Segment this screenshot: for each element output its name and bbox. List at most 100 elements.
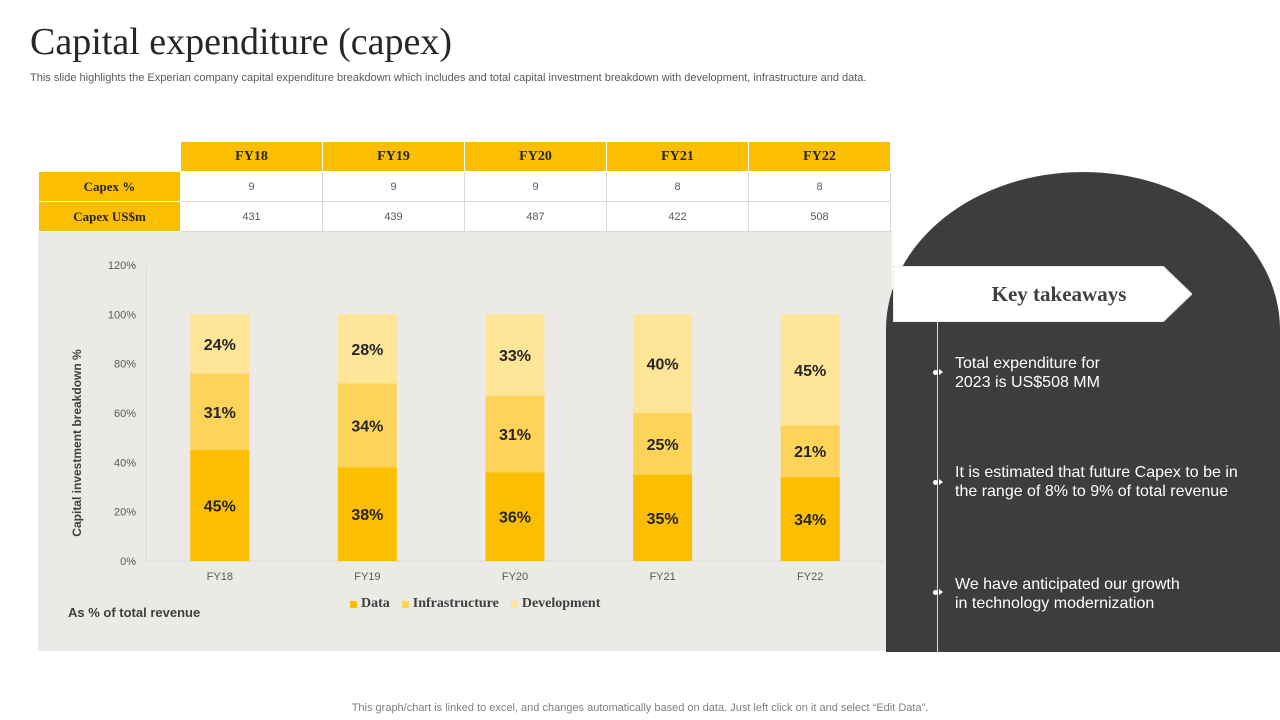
table-cell: 422 bbox=[606, 201, 749, 232]
y-tick-label: 120% bbox=[108, 260, 136, 272]
legend-swatch-development bbox=[510, 600, 518, 608]
table-cell: 9 bbox=[322, 171, 465, 202]
y-tick-label: 0% bbox=[120, 556, 136, 568]
table-cell: 487 bbox=[464, 201, 607, 232]
x-tick-label: FY22 bbox=[797, 571, 823, 583]
bar-segment-infrastructure bbox=[633, 413, 693, 475]
data-label: 21% bbox=[794, 444, 826, 461]
x-tick-label: FY21 bbox=[649, 571, 675, 583]
data-label: 28% bbox=[351, 342, 383, 359]
data-label: 24% bbox=[204, 337, 236, 354]
bar-segment-data bbox=[337, 467, 397, 561]
data-label: 45% bbox=[204, 499, 236, 516]
x-tick-label: FY18 bbox=[207, 571, 233, 583]
y-tick-label: 100% bbox=[108, 309, 136, 321]
data-label: 31% bbox=[499, 427, 531, 444]
timeline-dot bbox=[933, 480, 938, 485]
key-takeaways-banner bbox=[893, 266, 1192, 322]
timeline-dot bbox=[933, 590, 938, 595]
data-label: 31% bbox=[204, 405, 236, 422]
takeaway-line: the range of 8% to 9% of total revenue bbox=[955, 483, 1229, 500]
table-cell: 9 bbox=[180, 171, 323, 202]
table-header-cell: FY21 bbox=[606, 141, 749, 172]
takeaway-line: Total expenditure for bbox=[955, 355, 1100, 372]
data-label: 36% bbox=[499, 510, 531, 527]
y-axis-title: Capital investment breakdown % bbox=[70, 349, 84, 537]
takeaway-line: We have anticipated our growth bbox=[955, 576, 1180, 593]
bar-segment-infrastructure bbox=[190, 373, 250, 450]
timeline-arrow-icon bbox=[939, 479, 943, 485]
takeaway-line: 2023 is US$508 MM bbox=[955, 374, 1100, 391]
table-cell: 8 bbox=[748, 171, 891, 202]
table-row-label: Capex % bbox=[38, 171, 181, 202]
page-title: Capital expenditure (capex) bbox=[30, 21, 453, 63]
bar-segment-data bbox=[190, 450, 250, 561]
legend-item-development: Development bbox=[510, 596, 601, 612]
data-label: 35% bbox=[647, 511, 679, 528]
bar-segment-development bbox=[780, 314, 840, 426]
table-header-cell: FY20 bbox=[464, 141, 607, 172]
takeaway-item: It is estimated that future Capex to be … bbox=[955, 463, 1255, 501]
table-row: Capex % 9 9 9 8 8 bbox=[38, 171, 891, 202]
table-cell: 9 bbox=[464, 171, 607, 202]
capex-table: FY18 FY19 FY20 FY21 FY22 Capex % 9 9 9 8… bbox=[38, 141, 891, 232]
legend-item-infrastructure: Infrastructure bbox=[401, 596, 499, 612]
y-tick-label: 80% bbox=[114, 359, 136, 371]
bar-segment-data bbox=[633, 474, 693, 561]
takeaway-item: We have anticipated our growth in techno… bbox=[955, 575, 1255, 613]
legend-swatch-infrastructure bbox=[401, 600, 409, 608]
table-corner-cell bbox=[39, 142, 181, 172]
data-label: 33% bbox=[499, 348, 531, 365]
x-tick-label: FY19 bbox=[354, 571, 380, 583]
legend-label: Data bbox=[361, 596, 390, 611]
bar-segment-data bbox=[780, 477, 840, 561]
data-label: 34% bbox=[794, 512, 826, 529]
bar-segment-infrastructure bbox=[485, 395, 545, 473]
timeline-dot bbox=[933, 370, 938, 375]
bar-segment-infrastructure bbox=[780, 425, 840, 478]
bar-segment-development bbox=[190, 314, 250, 374]
timeline-arrow-icon bbox=[939, 589, 943, 595]
table-cell: 431 bbox=[180, 201, 323, 232]
takeaways-panel bbox=[886, 172, 1280, 652]
data-label: 34% bbox=[351, 418, 383, 435]
data-label: 45% bbox=[794, 363, 826, 380]
bar-segment-development bbox=[633, 314, 693, 413]
chart-legend: Data Infrastructure Development bbox=[350, 596, 600, 612]
stacked-bar-chart: 0% 20% 40% 60% 80% 100% 120% Capital investment… bbox=[70, 260, 884, 583]
table-row-label: Capex US$m bbox=[38, 201, 181, 232]
bar-segment-development bbox=[485, 314, 545, 396]
bar-segment-data bbox=[485, 472, 545, 561]
bar-segment-development bbox=[337, 314, 397, 384]
table-cell: 439 bbox=[322, 201, 465, 232]
page-subtitle: This slide highlights the Experian compa… bbox=[30, 72, 867, 84]
table-row: Capex US$m 431 439 487 422 508 bbox=[38, 201, 891, 232]
takeaways-timeline-line bbox=[937, 322, 938, 652]
table-header-cell: FY22 bbox=[748, 141, 891, 172]
takeaway-line: It is estimated that future Capex to be … bbox=[955, 464, 1238, 481]
legend-swatch-data bbox=[350, 600, 357, 608]
revenue-note: As % of total revenue bbox=[68, 605, 201, 620]
table-header-cell: FY19 bbox=[322, 141, 465, 172]
takeaway-line: in technology modernization bbox=[955, 595, 1155, 612]
chart-background-panel bbox=[38, 230, 892, 651]
y-tick-label: 20% bbox=[114, 507, 136, 519]
legend-label: Development bbox=[521, 596, 601, 611]
data-label: 38% bbox=[351, 507, 383, 524]
y-tick-label: 40% bbox=[114, 457, 136, 469]
table-header-row: FY18 FY19 FY20 FY21 FY22 bbox=[39, 141, 891, 172]
x-tick-label: FY20 bbox=[502, 571, 528, 583]
table-cell: 8 bbox=[606, 171, 749, 202]
key-takeaways-title: Key takeaways bbox=[991, 282, 1127, 306]
footer-note: This graph/chart is linked to excel, and… bbox=[351, 702, 929, 714]
legend-item-data: Data bbox=[350, 596, 390, 612]
takeaway-item: Total expenditure for 2023 is US$508 MM bbox=[955, 354, 1255, 392]
y-tick-label: 60% bbox=[114, 408, 136, 420]
legend-label: Infrastructure bbox=[412, 596, 499, 611]
timeline-arrow-icon bbox=[939, 369, 943, 375]
data-label: 40% bbox=[647, 357, 679, 374]
data-label: 25% bbox=[647, 437, 679, 454]
table-cell: 508 bbox=[748, 201, 891, 232]
bar-segment-infrastructure bbox=[337, 383, 397, 468]
table-header-cell: FY18 bbox=[180, 141, 323, 172]
